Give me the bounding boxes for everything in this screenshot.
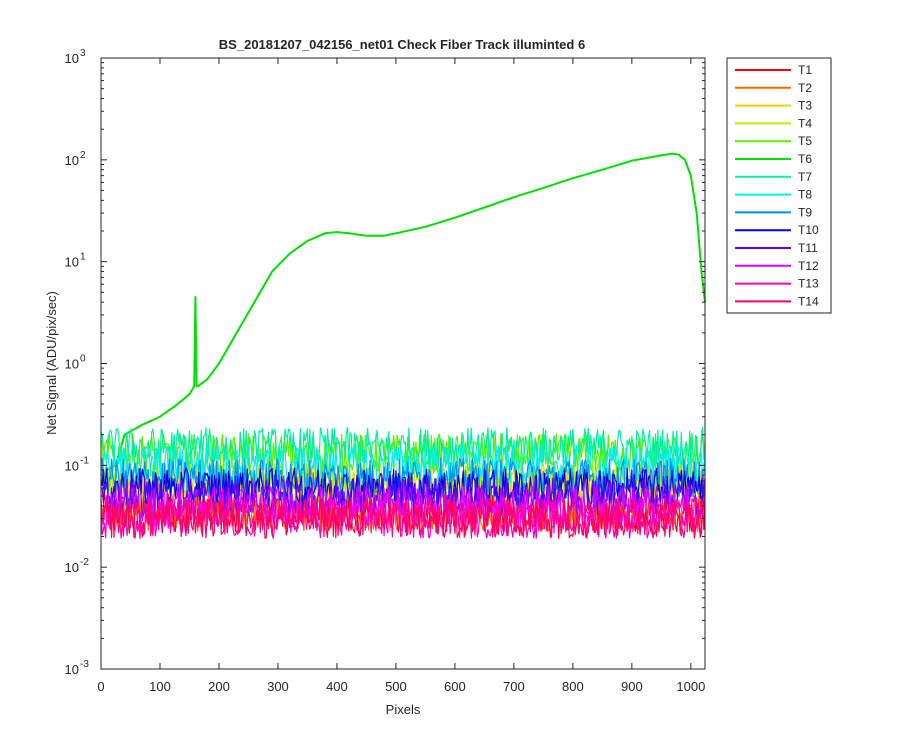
legend-label-t4: T4	[798, 116, 812, 130]
series-line-t12	[100, 485, 706, 527]
legend-label-t12: T12	[798, 259, 819, 273]
chart-title: BS_20181207_042156_net01 Check Fiber Tra…	[219, 37, 585, 52]
legend-label-t2: T2	[798, 81, 812, 95]
x-axis-label: Pixels	[386, 702, 421, 717]
x-tick-label: 900	[621, 679, 643, 694]
x-tick-label: 100	[149, 679, 171, 694]
series-line-t11	[100, 475, 706, 517]
y-tick-label: 102	[65, 150, 86, 168]
series-layer	[100, 152, 706, 540]
y-tick-label: 10-1	[65, 455, 90, 473]
legend-label-t6: T6	[798, 152, 812, 166]
x-tick-label: 700	[503, 679, 525, 694]
x-tick-label: 300	[267, 679, 289, 694]
legend-label-t11: T11	[798, 241, 818, 255]
legend-label-t1: T1	[798, 63, 812, 77]
legend-label-t3: T3	[798, 99, 812, 113]
y-tick-label: 101	[65, 252, 86, 270]
legend-box	[726, 57, 832, 314]
legend-label-t13: T13	[798, 277, 819, 291]
legend-label-t7: T7	[798, 170, 812, 184]
x-tick-label: 500	[385, 679, 407, 694]
legend-label-t9: T9	[798, 205, 812, 219]
y-axis-label: Net Signal (ADU/pix/sec)	[44, 291, 59, 435]
ticks-layer: 0 100 200 300 400 500 600 700 800 900 1000 10-3 10-2…	[65, 48, 706, 694]
y-tick-label: 103	[65, 48, 86, 66]
legend-label-t8: T8	[798, 188, 812, 202]
series-line-t6	[100, 152, 706, 482]
y-tick-label: 10-3	[65, 659, 90, 677]
x-tick-label: 400	[326, 679, 348, 694]
legend: T1 T2 T3 T4 T5 T6 T7 T8 T9 T10 T11 T12 T13 T14	[726, 57, 832, 314]
series-line-t14	[100, 498, 706, 540]
series-line-t8	[100, 444, 706, 486]
y-tick-label: 10-2	[65, 557, 90, 575]
legend-label-t14: T14	[798, 294, 819, 308]
x-tick-label: 0	[97, 679, 104, 694]
x-tick-label: 600	[444, 679, 466, 694]
legend-label-t5: T5	[798, 134, 812, 148]
y-tick-label: 100	[65, 354, 86, 372]
series-line-t7	[100, 426, 706, 468]
x-tick-label: 200	[208, 679, 230, 694]
legend-label-t10: T10	[798, 223, 819, 237]
x-tick-label: 800	[562, 679, 584, 694]
x-tick-label: 1000	[676, 679, 705, 694]
